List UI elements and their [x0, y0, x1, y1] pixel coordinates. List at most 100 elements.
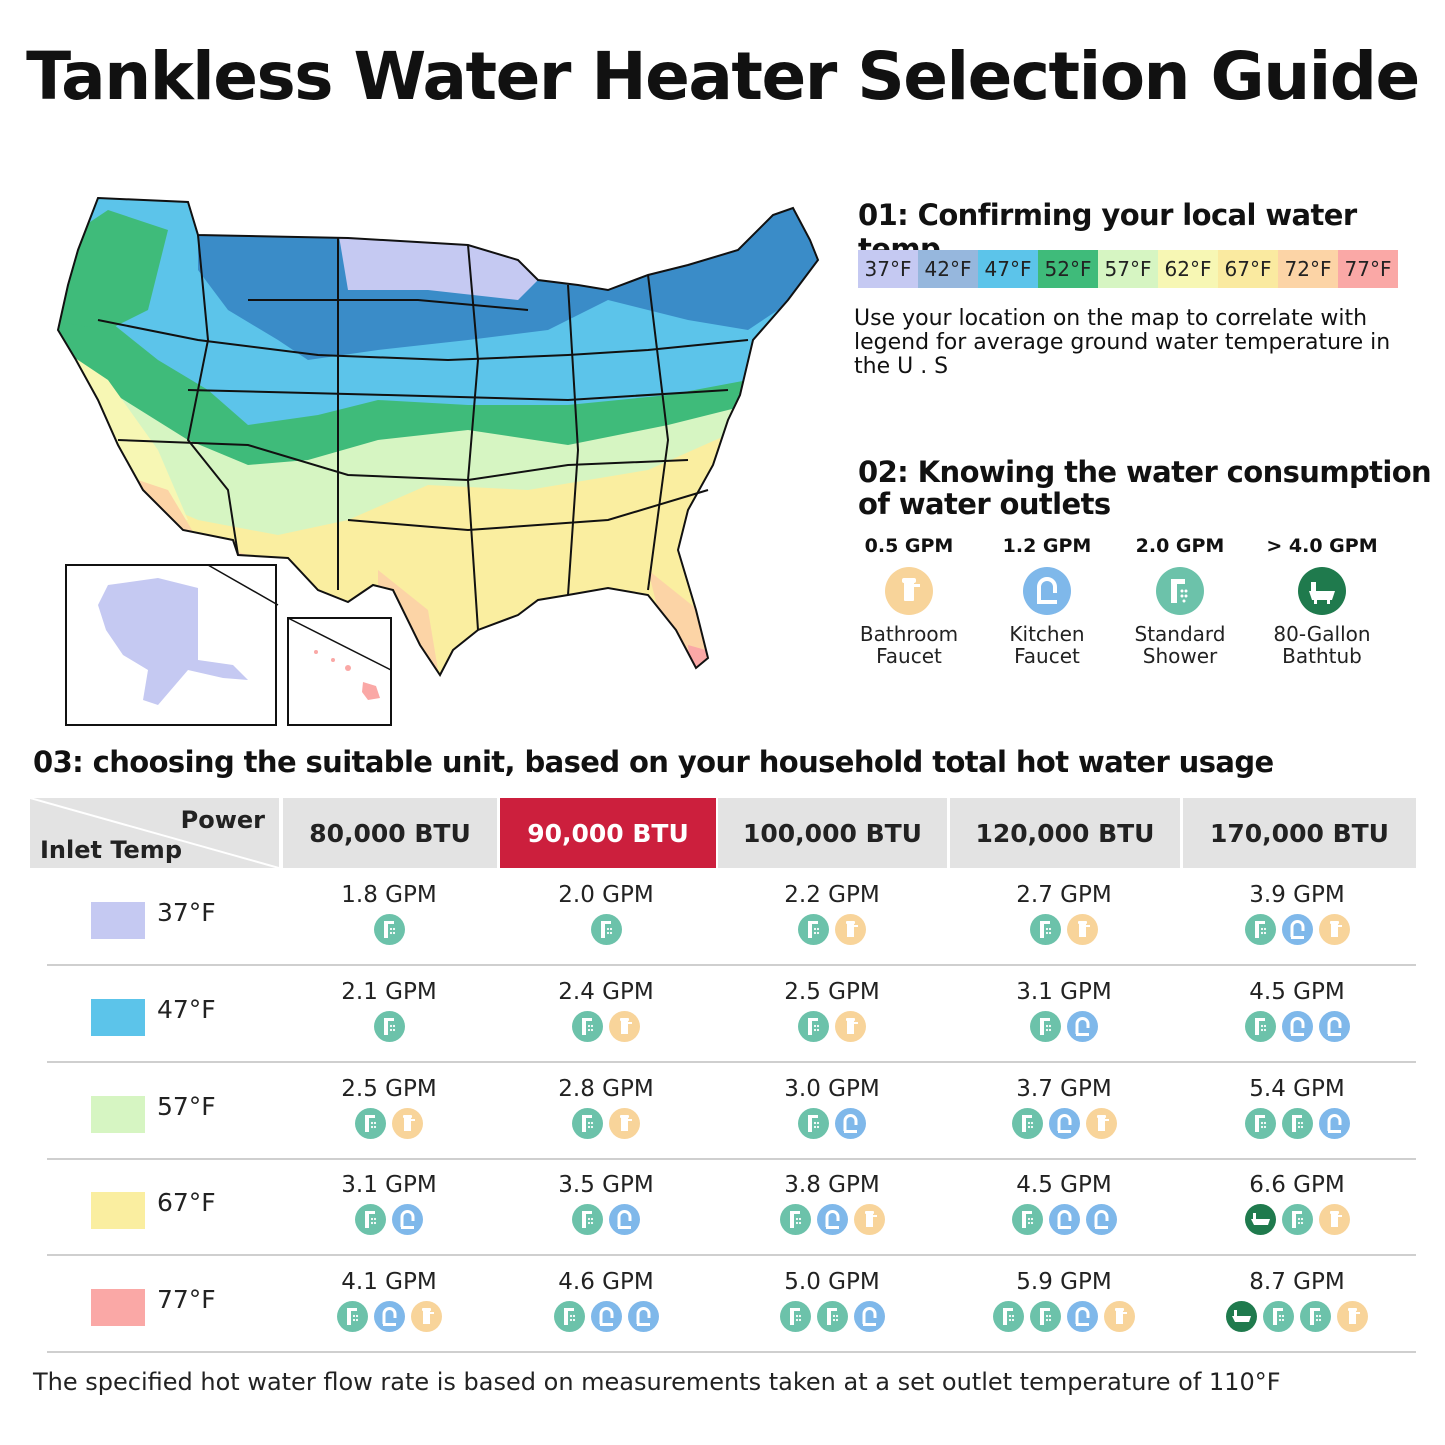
- bathroom-faucet-icon: [885, 567, 933, 615]
- flow-rate-value: 5.0 GPM: [784, 1269, 880, 1295]
- flow-rate-value: 4.6 GPM: [558, 1269, 654, 1295]
- outlet-gpm: 2.0 GPM: [1135, 535, 1225, 557]
- step3-title: 03: choosing the suitable unit, based on…: [33, 745, 1274, 779]
- column-header-100000: 100,000 BTU: [718, 798, 947, 868]
- flow-rate-cell: 3.1 GPM: [954, 979, 1174, 1042]
- table-row: 47°F 2.1 GPM 2.4 GPM 2.5 GPM 3.1 GPM 4.5 GPM: [47, 965, 1416, 1063]
- flow-rate-value: 2.7 GPM: [1016, 882, 1112, 908]
- flow-rate-cell: 4.5 GPM: [954, 1172, 1174, 1235]
- flow-rate-cell: 2.4 GPM: [496, 979, 716, 1042]
- shower-icon: [1156, 567, 1204, 615]
- shower-icon: [572, 1011, 603, 1042]
- bathroom-faucet-icon: [410, 1301, 442, 1332]
- outlet-icons: [954, 1204, 1174, 1235]
- flow-rate-value: 2.8 GPM: [558, 1076, 654, 1102]
- outlet-icons: [496, 1301, 716, 1332]
- flow-rate-value: 3.1 GPM: [341, 1172, 437, 1198]
- shower-icon: [1244, 1011, 1276, 1042]
- outlet-icons: [279, 1204, 499, 1235]
- bathroom-faucet-icon: [609, 1011, 640, 1042]
- shower-icon: [1281, 1108, 1313, 1139]
- outlet-icons: [954, 1108, 1174, 1139]
- outlet-icons: [279, 1011, 499, 1042]
- table-row: 57°F 2.5 GPM 2.8 GPM 3.0 GPM 3.7 GPM 5.4 GPM: [47, 1062, 1416, 1160]
- kitchen-faucet-icon: [1067, 1301, 1098, 1332]
- shower-icon: [798, 914, 829, 945]
- flow-rate-value: 5.9 GPM: [1016, 1269, 1112, 1295]
- map-description: Use your location on the map to correlat…: [854, 306, 1391, 379]
- inlet-temp-label: 67°F: [157, 1188, 216, 1217]
- shower-icon: [779, 1301, 811, 1332]
- column-header-80000: 80,000 BTU: [283, 798, 497, 868]
- kitchen-faucet-icon: [1281, 1011, 1313, 1042]
- table-row: 77°F 4.1 GPM 4.6 GPM 5.0 GPM 5.9 GPM 8.7 GPM: [47, 1255, 1416, 1353]
- bathroom-faucet-icon: [1318, 1204, 1350, 1235]
- shower-icon: [336, 1301, 368, 1332]
- flow-rate-value: 4.5 GPM: [1016, 1172, 1112, 1198]
- temp-swatch: [91, 1192, 145, 1229]
- legend-item: 37°F: [858, 250, 918, 288]
- flow-rate-cell: 2.8 GPM: [496, 1076, 716, 1139]
- outlet-icons: [279, 914, 499, 945]
- shower-icon: [1030, 914, 1061, 945]
- kitchen-faucet-icon: [1048, 1108, 1080, 1139]
- flow-rate-value: 3.5 GPM: [558, 1172, 654, 1198]
- flow-rate-cell: 3.0 GPM: [722, 1076, 942, 1139]
- outlet-icons: [722, 1108, 942, 1139]
- outlet-icons: [722, 914, 942, 945]
- shower-icon: [1011, 1108, 1043, 1139]
- outlet-icons: [279, 1108, 499, 1139]
- shower-icon: [798, 1011, 829, 1042]
- kitchen-faucet-icon: [609, 1204, 640, 1235]
- flow-rate-value: 3.7 GPM: [1016, 1076, 1112, 1102]
- kitchen-faucet-icon: [1318, 1108, 1350, 1139]
- bathroom-faucet-icon: [392, 1108, 423, 1139]
- kitchen-faucet-icon: [1023, 567, 1071, 615]
- flow-rate-value: 2.2 GPM: [784, 882, 880, 908]
- outlet-icons: [496, 1204, 716, 1235]
- outlet-icons: [1187, 1301, 1407, 1332]
- shower-icon: [1281, 1204, 1313, 1235]
- column-header-90000: 90,000 BTU: [500, 798, 716, 868]
- temp-swatch: [91, 902, 145, 939]
- flow-rate-cell: 2.0 GPM: [496, 882, 716, 945]
- outlet-kitchen-faucet: 1.2 GPM Kitchen Faucet: [972, 535, 1122, 667]
- flow-rate-cell: 4.1 GPM: [279, 1269, 499, 1332]
- shower-icon: [1244, 914, 1276, 945]
- flow-rate-cell: 4.5 GPM: [1187, 979, 1407, 1042]
- temperature-legend: 37°F 42°F 47°F 52°F 57°F 62°F 67°F 72°F …: [858, 250, 1398, 288]
- flow-rate-value: 2.4 GPM: [558, 979, 654, 1005]
- us-water-temperature-map: [48, 190, 838, 730]
- flow-rate-value: 2.1 GPM: [341, 979, 437, 1005]
- step2-title-line1: 02: Knowing the water consumption: [858, 455, 1432, 489]
- flow-rate-cell: 1.8 GPM: [279, 882, 499, 945]
- outlet-icons: [279, 1301, 499, 1332]
- shower-icon: [1011, 1204, 1043, 1235]
- shower-icon: [1263, 1301, 1294, 1332]
- flow-rate-cell: 4.6 GPM: [496, 1269, 716, 1332]
- header-power-label: Power: [180, 806, 265, 834]
- bathroom-faucet-icon: [1085, 1108, 1117, 1139]
- kitchen-faucet-icon: [1085, 1204, 1117, 1235]
- legend-item: 72°F: [1278, 250, 1338, 288]
- outlet-label: 80-Gallon: [1273, 622, 1371, 646]
- shower-icon: [355, 1108, 386, 1139]
- table-header: Power Inlet Temp 80,000 BTU 90,000 BTU 1…: [30, 798, 1416, 868]
- flow-rate-value: 4.5 GPM: [1249, 979, 1345, 1005]
- flow-rate-value: 6.6 GPM: [1249, 1172, 1345, 1198]
- flow-rate-cell: 2.2 GPM: [722, 882, 942, 945]
- kitchen-faucet-icon: [835, 1108, 866, 1139]
- header-corner: Power Inlet Temp: [30, 798, 279, 868]
- inlet-temp-label: 57°F: [157, 1092, 216, 1121]
- outlet-gpm: 1.2 GPM: [1002, 535, 1092, 557]
- flow-rate-value: 1.8 GPM: [341, 882, 437, 908]
- kitchen-faucet-icon: [816, 1204, 848, 1235]
- flow-rate-cell: 3.8 GPM: [722, 1172, 942, 1235]
- table-row: 37°F 1.8 GPM 2.0 GPM 2.2 GPM 2.7 GPM 3.9 GPM: [47, 868, 1416, 966]
- outlet-label: Bathroom: [859, 622, 959, 646]
- shower-icon: [1030, 1011, 1061, 1042]
- kitchen-faucet-icon: [373, 1301, 405, 1332]
- kitchen-faucet-icon: [1318, 1011, 1350, 1042]
- outlet-icons: [1187, 1108, 1407, 1139]
- flow-rate-value: 3.0 GPM: [784, 1076, 880, 1102]
